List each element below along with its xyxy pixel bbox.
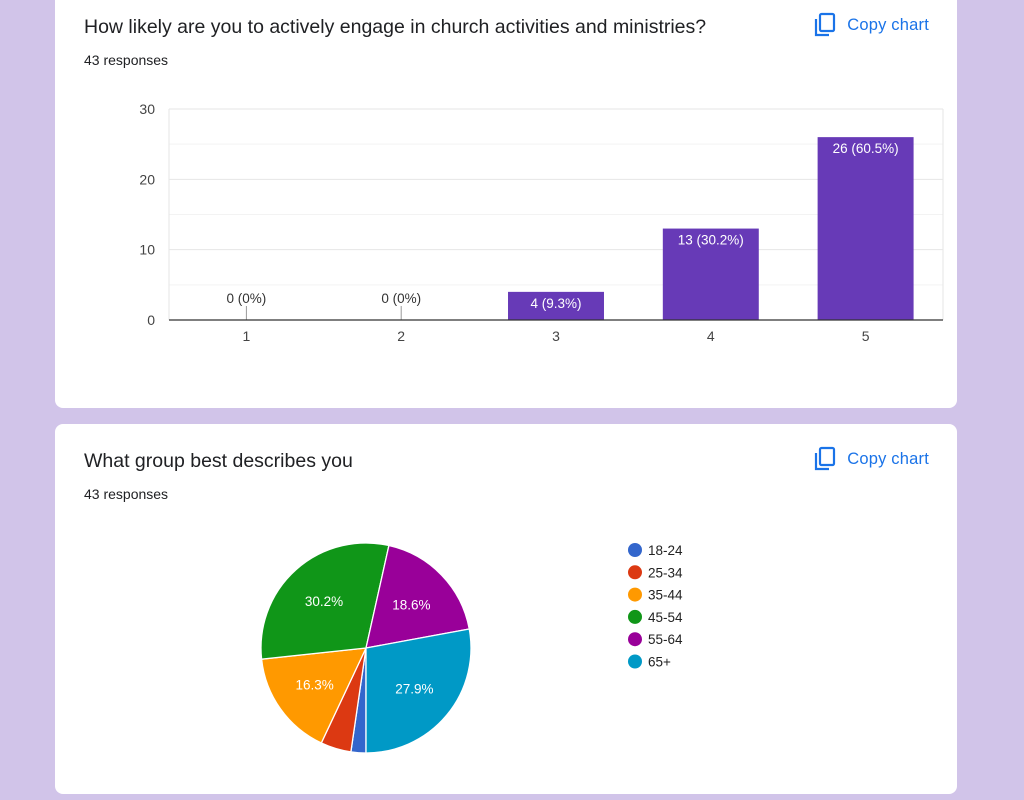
legend-marker xyxy=(628,632,642,647)
legend-label: 35-44 xyxy=(648,588,683,603)
legend-marker xyxy=(628,654,642,669)
y-tick-label: 0 xyxy=(147,312,155,328)
legend-label: 18-24 xyxy=(648,543,683,558)
bar-chart: 0 10 20 30 0 (0%) 1 0 (0%) 2 4 (9.3%) 3 13 (30.2%)… xyxy=(139,101,944,344)
x-tick-label: 4 xyxy=(707,328,715,344)
bar xyxy=(662,228,759,320)
legend-label: 25-34 xyxy=(648,565,683,580)
x-tick-label: 2 xyxy=(397,328,405,344)
copy-chart-button[interactable]: Copy chart xyxy=(813,446,929,472)
x-tick-label: 5 xyxy=(862,328,870,344)
y-tick-label: 10 xyxy=(139,242,155,258)
x-tick-label: 3 xyxy=(552,328,560,344)
slice-label: 18.6% xyxy=(392,597,430,612)
data-label: 13 (30.2%) xyxy=(678,233,744,248)
data-label: 26 (60.5%) xyxy=(833,141,899,156)
copy-icon xyxy=(813,446,837,472)
data-label: 0 (0%) xyxy=(227,291,267,306)
question-title: What group best describes you xyxy=(84,450,353,472)
pie-chart-card: What group best describes you 43 respons… xyxy=(55,424,957,794)
pie-slice xyxy=(365,544,471,649)
legend-label: 55-64 xyxy=(648,632,683,647)
data-label: 0 (0%) xyxy=(381,291,421,306)
legend-label: 45-54 xyxy=(648,610,683,625)
bar xyxy=(508,291,604,320)
legend-marker xyxy=(628,587,642,602)
pie-slice xyxy=(260,542,390,660)
pie-slice xyxy=(260,647,368,744)
response-count: 43 responses xyxy=(84,486,169,502)
legend-label: 65+ xyxy=(648,655,671,670)
slice-label: 30.2% xyxy=(305,594,343,609)
legend-marker xyxy=(628,543,642,557)
data-label: 4 (9.3%) xyxy=(530,296,581,311)
legend-marker xyxy=(628,565,642,580)
question-title: How likely are you to actively engage in… xyxy=(84,16,707,38)
copy-chart-label: Copy chart xyxy=(847,449,929,468)
legend-marker xyxy=(628,609,642,624)
slice-label: 27.9% xyxy=(395,681,433,696)
bar xyxy=(817,137,914,320)
copy-chart-button[interactable]: Copy chart xyxy=(813,12,929,38)
pie-chart: 16.3% 30.2% 18.6% 27.9% 18-24 25-34 35-44 45-54… xyxy=(260,542,683,754)
copy-chart-label: Copy chart xyxy=(847,15,929,34)
bar-chart-card: How likely are you to actively engage in… xyxy=(55,0,957,408)
x-tick-label: 1 xyxy=(243,328,251,344)
y-tick-label: 30 xyxy=(139,101,155,117)
slice-label: 16.3% xyxy=(296,678,334,693)
response-count: 43 responses xyxy=(84,52,169,68)
pie-slice xyxy=(365,628,472,754)
y-tick-label: 20 xyxy=(139,171,155,187)
copy-icon xyxy=(813,12,837,38)
